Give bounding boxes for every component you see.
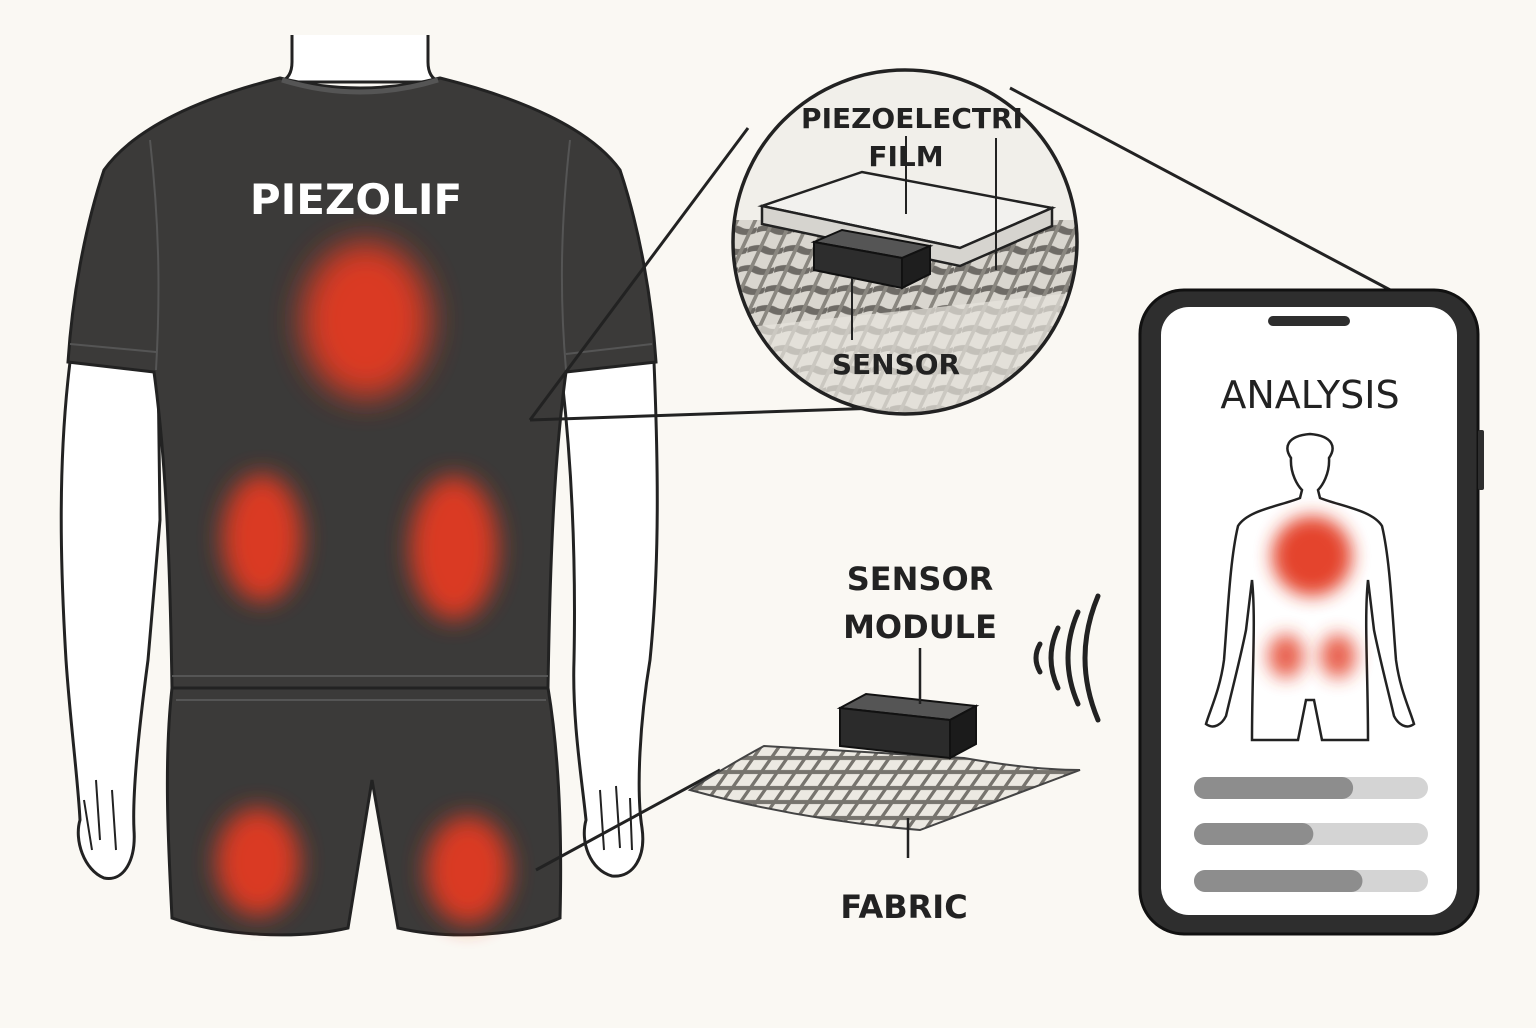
neck-outline [279,35,441,84]
sensor-block [810,228,934,290]
hotspot-lower-right [410,476,498,620]
sensor-module-illustration: SENSOR MODULE FABRIC [687,560,1081,926]
zoom-connector-bottom [529,406,881,422]
phone-title: ANALYSIS [1220,373,1399,417]
sensor-module-block [836,692,980,760]
analysis-bar-fill-3 [1194,870,1363,892]
hotspot-lower-left [222,474,302,602]
zoom-connector-top [528,127,750,421]
phone-connector [1009,86,1395,294]
left-arm [59,360,162,880]
fabric-swatch [687,744,1081,832]
body-outline-icon [1204,432,1416,742]
analysis-bars [1194,777,1428,892]
connector-lines [528,86,1395,872]
right-arm [558,360,659,878]
right-hand-lines [599,785,633,851]
shirt-brand-label: PIEZOLIF [250,175,462,224]
analysis-bar-fill-1 [1194,777,1354,799]
hotspot-thigh-right [426,816,510,924]
film-label-line1: PIEZOELECTRI [801,102,1023,135]
smartphone: ANALYSIS [1138,288,1484,936]
pressure-hotspots [216,242,510,924]
sensor-label: SENSOR [832,348,960,381]
zoom-circle-border [731,68,1079,416]
fabric-label: FABRIC [840,888,967,926]
film-label-line2: FILM [868,140,943,173]
phone-speaker [1268,316,1350,326]
module-label-line2: MODULE [843,608,997,646]
wireless-signal-icon [1033,593,1101,723]
left-hand-lines [83,779,117,851]
collar [281,77,439,95]
hotspot-upper-back [302,242,430,398]
hotspot-thigh-left [216,808,300,916]
fabric-connector [535,768,721,872]
module-label-line1: SENSOR [847,560,994,598]
analysis-bar-fill-2 [1194,823,1314,845]
sleeve-seams [69,139,653,371]
zoom-detail: PIEZOELECTRI FILM SENSOR [731,68,1079,416]
